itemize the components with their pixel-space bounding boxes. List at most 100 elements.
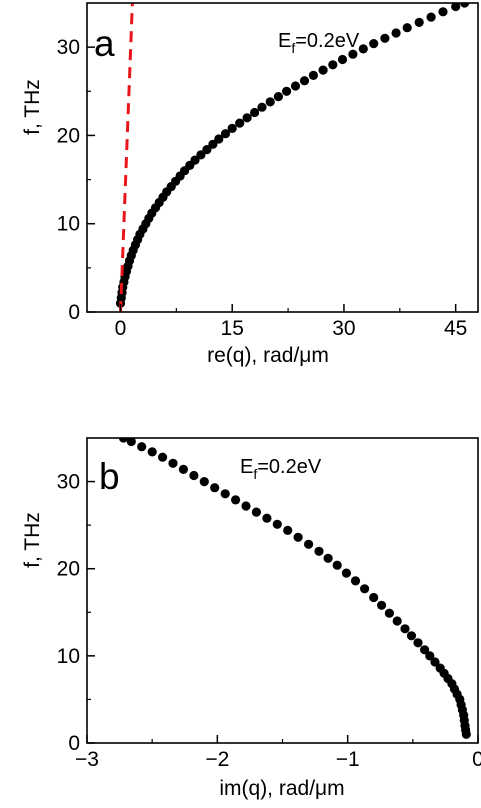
panel-a-x-axis-title: re(q), rad/μm	[207, 344, 329, 367]
panel-a-data-point	[190, 155, 200, 165]
panel-a-data-point	[235, 118, 245, 128]
panel-a-annotation: Ef=0.2eV	[278, 30, 360, 56]
panel-a-data-point	[426, 12, 436, 22]
panel-b-x-tick-label: 0	[472, 748, 481, 771]
panel-b-data-point	[210, 483, 220, 493]
panel-b-data-point	[293, 532, 303, 542]
panel-a-data-point	[257, 102, 267, 112]
panel-a-ticks: 0 15 30 45 0 10 20 30	[57, 36, 468, 340]
panel-b-data-point	[231, 495, 241, 505]
panel-a-data-point	[402, 23, 412, 33]
panel-a-data-point	[414, 17, 424, 27]
panel-a-dashed-line	[119, 3, 134, 312]
panel-a-x-tick-label: 0	[115, 317, 127, 340]
panel-b-data-point	[377, 600, 387, 610]
panel-b-data-point	[350, 576, 361, 586]
panel-a-data-point	[299, 76, 310, 86]
panel-b-x-tick-label: −2	[205, 748, 229, 771]
panel-b-data-point	[332, 560, 342, 570]
panel-a-data-point	[208, 139, 218, 149]
panel-a-data-point	[451, 3, 461, 12]
panel-b-data-point	[251, 507, 261, 517]
panel-a-annotation-main: E	[278, 30, 291, 52]
panel-b-data-point	[413, 638, 423, 648]
panel-b-annotation-sub: f	[253, 466, 257, 482]
panel-a-data-point	[318, 65, 328, 75]
panel-a-y-axis-title: f, THz	[21, 79, 44, 135]
panel-a-marks	[115, 3, 470, 312]
panel-b-data-point	[425, 651, 435, 661]
panel-b-data-point	[178, 464, 188, 474]
panel-a-y-tick-label: 20	[57, 124, 80, 147]
panel-b-data-point	[360, 584, 370, 594]
panel-b-data-point	[392, 616, 402, 626]
panel-b-x-axis-title: im(q), rad/μm	[219, 777, 344, 800]
panel-a-data-point	[202, 145, 212, 155]
panel-b-data-point	[430, 657, 440, 667]
panel-b-plot-frame	[86, 437, 479, 744]
panel-a-x-tick-label: 45	[444, 317, 467, 340]
panel-b-data-point	[323, 553, 333, 563]
panel-b-data-point	[147, 447, 157, 457]
panel-b-data-point	[435, 663, 445, 673]
panel-b-data-point	[400, 624, 410, 634]
panel-a-data-point	[220, 129, 231, 139]
panel-b-annotation-main: E	[240, 456, 253, 478]
panel-b-x-tick-label: −1	[336, 748, 360, 771]
panel-b-data-point	[241, 501, 251, 511]
panel-b-annotation: Ef=0.2eV	[240, 456, 322, 482]
panel-b-x-tick-label: −3	[75, 748, 99, 771]
panel-a-plot-frame	[86, 2, 479, 313]
panel-b-letter: b	[99, 456, 120, 497]
panel-b-data-point	[341, 568, 351, 578]
panel-a-data-point	[358, 44, 368, 54]
panel-a-data-point	[460, 3, 470, 8]
panel-b-data-point	[314, 546, 324, 556]
panel-b-y-axis-title: f, THz	[21, 512, 44, 568]
panel-b-marks	[118, 438, 471, 739]
panel-b-data-point	[304, 539, 314, 549]
panel-b-data-point	[189, 470, 199, 481]
panel-a-data-point	[282, 86, 292, 96]
panel-a-annotation-sub: f	[291, 40, 295, 56]
panel-a-data-point	[214, 134, 224, 144]
panel-b-y-tick-label: 30	[57, 471, 80, 494]
panel-b-data-point	[406, 631, 417, 641]
panel-a-data-point	[290, 81, 301, 91]
panel-a-data-point	[391, 28, 401, 38]
panel-a-y-tick-label: 10	[57, 213, 80, 236]
panel-b-y-tick-label: 10	[57, 645, 80, 668]
panel-b-data-point	[137, 442, 147, 452]
panel-b-data-point	[384, 608, 394, 618]
panel-a-data-point	[273, 92, 283, 102]
panel-a-data-point	[337, 54, 348, 65]
panel-a-data-point	[380, 33, 390, 43]
panel-b-data-point	[168, 458, 178, 468]
panel-b-data-point	[272, 519, 282, 529]
panel-a-y-tick-label: 0	[68, 301, 80, 324]
panel-a-data-point	[348, 49, 358, 59]
panel-b-data-point	[283, 525, 293, 536]
panel-b-data-point	[118, 438, 129, 443]
panel-a-data-point	[328, 60, 338, 70]
panel-a-data-point	[438, 7, 448, 17]
panel-a-y-tick-label: 30	[57, 36, 80, 59]
panel-b-data-point	[126, 438, 136, 447]
panel-b-y-tick-label: 20	[57, 558, 80, 581]
panel-b-data-point	[220, 489, 230, 499]
panel-b-data-point	[262, 513, 272, 523]
panel-a-data-point	[308, 70, 318, 80]
panel-a-data-point	[242, 113, 252, 123]
panel-b-annotation-rest: =0.2eV	[257, 456, 322, 478]
panel-b-data-point	[199, 477, 209, 487]
panel-a-data-point	[250, 107, 260, 118]
panel-a-x-tick-label: 30	[332, 317, 355, 340]
panel-b-data-point	[420, 645, 430, 655]
panel-a-x-tick-label: 15	[221, 317, 244, 340]
panel-b-ticks: −3 −2 −1 0 0 10 20 30	[57, 471, 481, 771]
panel-a-letter: a	[94, 23, 115, 64]
panel-a-data-point	[196, 150, 206, 160]
